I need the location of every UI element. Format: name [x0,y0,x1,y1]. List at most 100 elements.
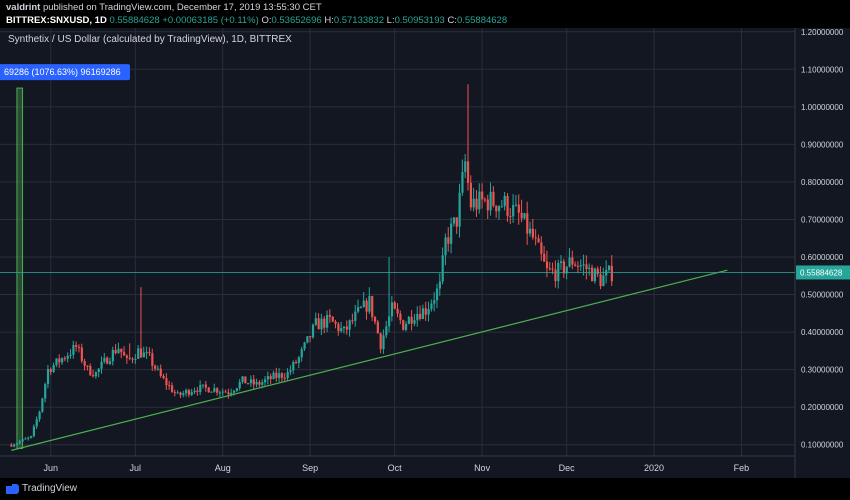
candle-body [13,444,16,447]
candle-body [481,191,484,200]
candle-body [466,161,470,183]
candle-body [568,257,571,267]
candle-body [264,379,267,383]
author-name[interactable]: valdrint [6,2,41,13]
y-tick-label: 0.10000000 [801,441,844,450]
candle-body [585,264,588,270]
candle-body [588,267,591,270]
candle-body [500,206,504,208]
footer-brand[interactable]: TradingView [22,483,78,494]
candle-body [27,437,30,439]
candle-body [407,316,410,324]
x-tick-label: Dec [559,463,576,473]
candle-body [289,370,292,373]
candle-body [362,300,365,308]
x-tick-label: Jul [130,463,142,473]
candle-body [235,388,239,391]
candle-body [49,369,52,372]
candle-body [111,349,114,362]
candle-body [452,217,456,224]
candle-body [441,255,444,282]
candle-body [230,392,233,395]
trendline [11,269,728,451]
y-tick-label: 1.10000000 [801,65,844,74]
candle-body [385,326,388,336]
candle-body [148,352,151,354]
candle-body [190,392,193,395]
candle-body [591,267,594,282]
candle-body [261,382,264,385]
candle-body [540,242,543,254]
candle-body [249,379,253,384]
candle-body [492,191,495,206]
symbol-label: BITTREX:SNXUSD, 1D [6,15,107,26]
candle-body [354,311,357,321]
candle-body [80,347,83,362]
candle-body [396,308,399,314]
candle-body [326,315,329,328]
publish-line: valdrint published on TradingView.com, D… [6,2,322,13]
candle-body [486,199,489,211]
candle-body [376,321,379,334]
candle-body [139,348,143,358]
candle-body [162,376,165,379]
candle-body [89,365,92,376]
candle-body [506,195,509,217]
candle-body [328,315,332,317]
trendline-group[interactable] [11,269,728,451]
candle-body [179,392,182,396]
last-value: 0.55884628 [109,15,160,26]
x-tick-label: Aug [215,463,231,473]
candle-body [187,390,191,395]
candle-body [323,318,326,328]
candle-body [593,268,597,282]
candle-body [520,212,523,219]
y-tick-label: 0.70000000 [801,215,844,224]
tradingview-logo-icon[interactable] [6,484,19,494]
candle-body [537,238,540,243]
candle-body [92,375,95,377]
candle-body [244,376,247,384]
y-tick-label: 0.60000000 [801,253,844,262]
chart-title: Synthetix / US Dollar (calculated by Tra… [8,34,292,45]
price-chart[interactable]: 69286 (1076.63%) 96169286 0.55884628 0.1… [0,28,850,478]
price-scale[interactable] [795,28,850,478]
candle-body [393,302,396,309]
candle-body [193,390,196,393]
candle-body [128,357,131,359]
candle-body [342,326,346,329]
candle-body [610,265,613,282]
candle-body [247,383,250,385]
last-price-label: 0.55884628 [800,268,843,277]
candle-body [438,281,441,289]
candle-body [142,352,145,358]
last-price-badge [796,265,850,280]
measure-tool[interactable]: 69286 (1076.63%) 96169286 [0,64,130,449]
candle-body [58,358,61,363]
candle-body [410,316,413,324]
candle-body [218,392,222,394]
candle-body [461,172,464,193]
candle-body [252,379,255,385]
candle-body [562,261,566,274]
candle-body [103,357,106,362]
candle-body [303,342,306,350]
open-value: 0.53652696 [271,15,322,26]
candle-body [478,191,481,210]
candle-body [430,303,433,310]
candle-body [554,269,557,282]
candle-body [232,390,236,393]
low-label: L: [386,15,395,26]
candle-body [207,387,210,393]
candle-body [483,199,487,201]
candle-body [69,354,72,356]
candle-body [365,300,368,312]
candle-body [433,300,436,304]
candle-body [548,268,551,270]
candle-body [86,365,89,367]
candle-body [216,388,219,393]
candle-body [514,204,518,206]
candle-body [424,308,427,315]
candle-body [458,192,461,227]
measure-range [16,87,24,449]
